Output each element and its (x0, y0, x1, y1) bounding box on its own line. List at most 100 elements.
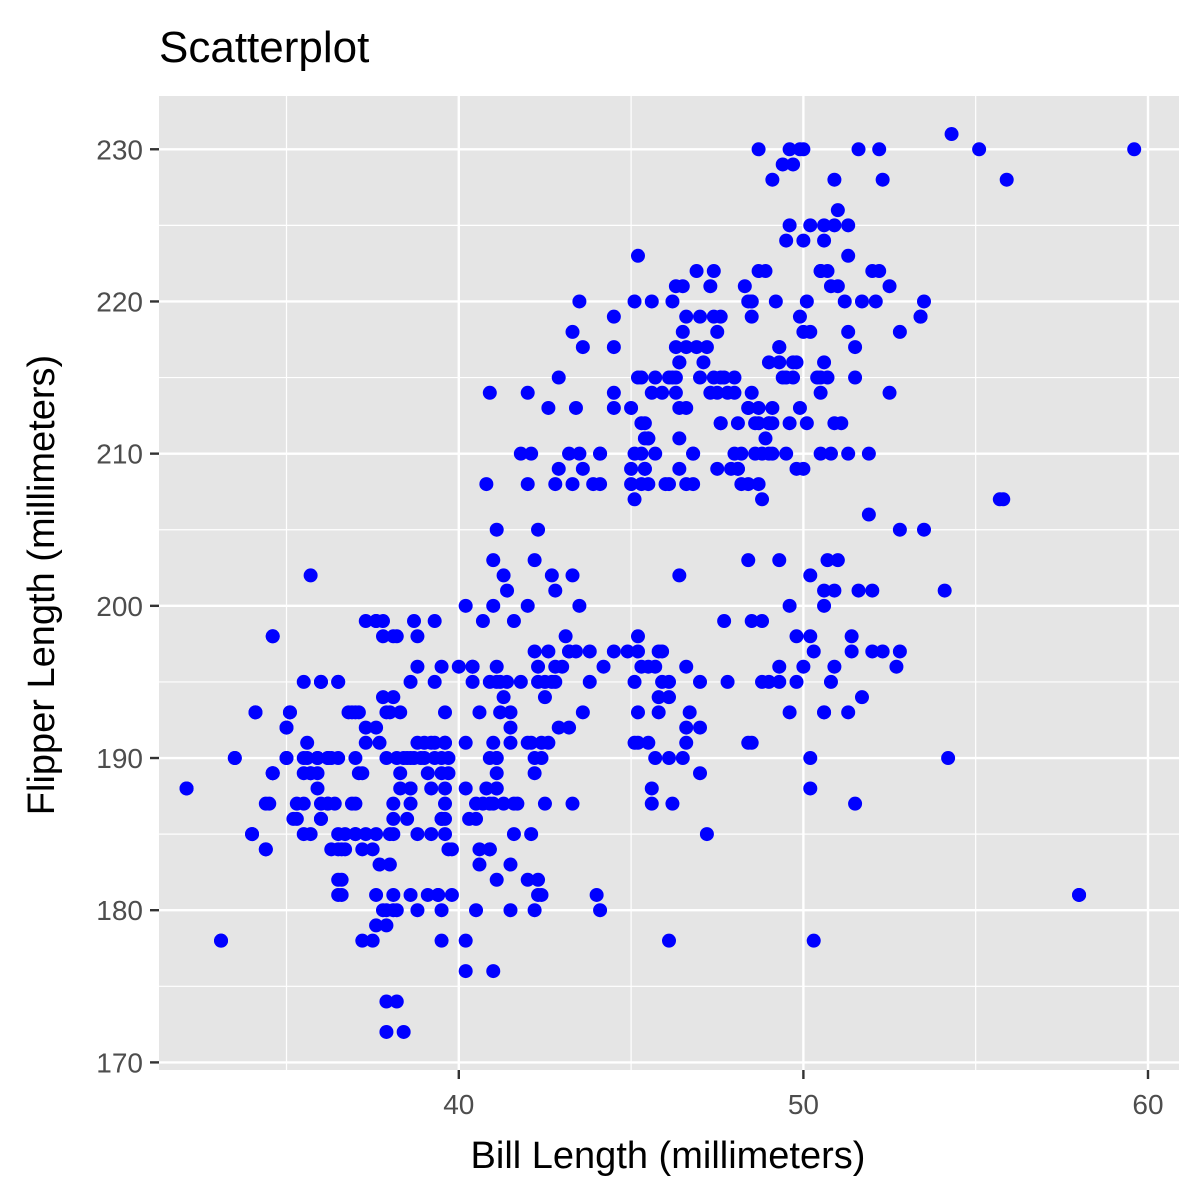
data-point (644, 781, 659, 796)
data-point (648, 446, 663, 461)
y-axis: 170 180 190 200 210 220 230 (96, 134, 159, 1078)
data-point (761, 416, 776, 431)
data-point (582, 644, 597, 659)
data-point (679, 659, 694, 674)
data-point (520, 385, 535, 400)
data-point (258, 796, 273, 811)
data-point (438, 781, 453, 796)
data-point (472, 857, 487, 872)
data-point (841, 248, 856, 263)
data-point (834, 416, 849, 431)
data-point (637, 461, 652, 476)
data-point (438, 735, 453, 750)
data-point (589, 887, 604, 902)
data-point (782, 598, 797, 613)
data-point (486, 796, 501, 811)
data-point (665, 796, 680, 811)
data-point (782, 142, 797, 157)
data-point (892, 324, 907, 339)
data-point (651, 705, 666, 720)
data-point (379, 994, 394, 1009)
data-point (551, 370, 566, 385)
data-point (803, 781, 818, 796)
data-point (407, 614, 421, 629)
data-point (527, 644, 542, 659)
data-point (489, 659, 504, 674)
data-point (686, 446, 701, 461)
data-point (868, 294, 883, 309)
data-point (768, 294, 783, 309)
data-point (779, 446, 794, 461)
data-point (417, 735, 432, 750)
data-point (372, 857, 387, 872)
data-point (830, 279, 845, 294)
data-point (482, 842, 497, 857)
data-point (403, 781, 418, 796)
data-point (438, 796, 453, 811)
data-point (572, 598, 587, 613)
data-point (837, 294, 852, 309)
data-point (555, 659, 570, 674)
data-point (693, 766, 708, 781)
y-tick-label: 180 (96, 895, 143, 926)
data-point (713, 309, 728, 324)
data-point (403, 674, 418, 689)
data-point (565, 324, 580, 339)
data-point (417, 751, 432, 766)
data-point (475, 614, 490, 629)
data-point (348, 796, 363, 811)
data-point (844, 629, 859, 644)
data-point (513, 446, 528, 461)
data-point (792, 309, 807, 324)
data-point (369, 918, 384, 933)
data-point (668, 340, 683, 355)
data-point (313, 674, 328, 689)
data-point (379, 751, 394, 766)
data-point (496, 690, 511, 705)
data-point (624, 461, 639, 476)
data-point (351, 705, 366, 720)
data-point (565, 568, 580, 583)
data-point (365, 933, 380, 948)
data-point (331, 827, 346, 842)
data-point (727, 385, 742, 400)
data-point (875, 172, 890, 187)
data-point (796, 461, 811, 476)
data-point (279, 720, 294, 735)
data-point (434, 659, 449, 674)
y-tick-label: 170 (96, 1047, 143, 1078)
data-point (682, 705, 697, 720)
data-point (668, 385, 683, 400)
data-point (662, 477, 676, 492)
data-point (568, 644, 583, 659)
data-point (730, 461, 745, 476)
data-point (524, 446, 539, 461)
data-point (355, 842, 370, 857)
data-point (823, 446, 838, 461)
data-point (644, 385, 659, 400)
data-point (627, 294, 642, 309)
data-point (892, 522, 907, 537)
data-point (717, 614, 732, 629)
data-point (410, 827, 425, 842)
data-point (289, 811, 304, 826)
data-point (248, 705, 263, 720)
data-point (627, 446, 642, 461)
data-point (693, 674, 708, 689)
data-point (655, 385, 670, 400)
data-point (331, 872, 346, 887)
data-point (358, 735, 373, 750)
data-point (500, 674, 515, 689)
data-point (693, 720, 708, 735)
data-point (720, 674, 735, 689)
data-point (634, 477, 649, 492)
data-point (427, 751, 442, 766)
data-point (389, 994, 404, 1009)
data-point (803, 218, 818, 233)
data-point (434, 766, 449, 781)
data-point (386, 827, 401, 842)
data-point (386, 811, 401, 826)
data-point (630, 644, 645, 659)
data-point (465, 674, 480, 689)
data-point (741, 400, 756, 415)
